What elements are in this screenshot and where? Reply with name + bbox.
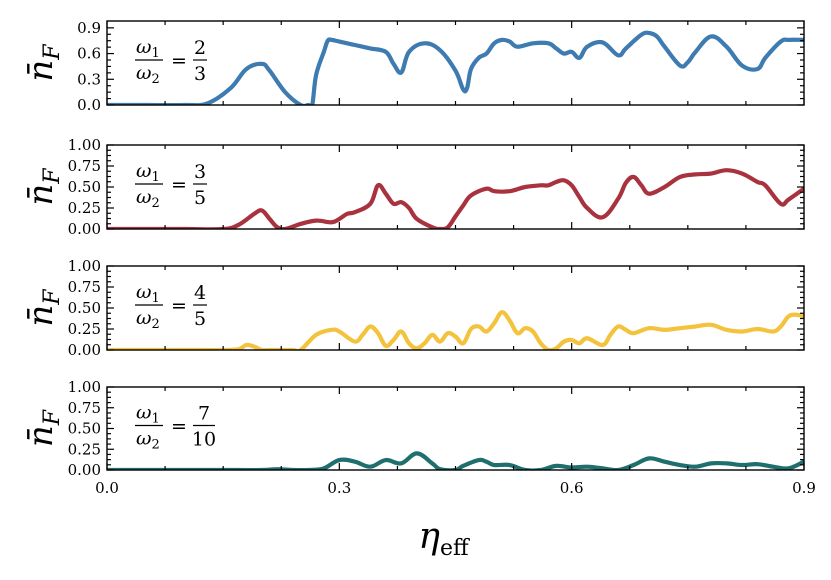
y-tick-label: 0.25 bbox=[68, 440, 101, 458]
y-tick-label: 0.50 bbox=[68, 178, 101, 196]
y-axis-label: n̄F bbox=[21, 44, 65, 82]
x-axis-label: ηeff bbox=[418, 516, 470, 561]
fraction-numerator: 3 bbox=[194, 161, 206, 183]
y-tick-label: 1.00 bbox=[68, 136, 101, 154]
y-axis-label: n̄F bbox=[21, 409, 65, 447]
ratio-equals: = bbox=[171, 295, 187, 317]
ratio-numerator: ω1 bbox=[136, 402, 160, 427]
x-tick-label: 0.6 bbox=[560, 479, 584, 497]
ratio-denominator: ω2 bbox=[136, 428, 160, 453]
y-tick-label: 0.0 bbox=[77, 96, 101, 114]
fraction-denominator: 5 bbox=[194, 187, 206, 209]
y-tick-label: 0.75 bbox=[68, 278, 101, 296]
fraction-denominator: 5 bbox=[194, 308, 206, 330]
y-tick-label: 0.00 bbox=[68, 220, 101, 238]
y-tick-label: 0.00 bbox=[68, 461, 101, 479]
y-tick-label: 1.00 bbox=[68, 257, 101, 275]
y-tick-label: 0.75 bbox=[68, 157, 101, 175]
series-line-1 bbox=[107, 30, 804, 105]
y-tick-label: 1.00 bbox=[68, 378, 101, 396]
ratio-denominator: ω2 bbox=[136, 186, 160, 211]
y-tick-label: 0.50 bbox=[68, 299, 101, 317]
fraction-denominator: 10 bbox=[192, 429, 216, 451]
y-tick-label: 0.3 bbox=[77, 70, 101, 88]
y-tick-label: 0.9 bbox=[77, 19, 101, 37]
fraction-numerator: 2 bbox=[194, 37, 206, 59]
y-tick-label: 0.75 bbox=[68, 399, 101, 417]
ratio-numerator: ω1 bbox=[136, 281, 160, 306]
series-line-3 bbox=[107, 310, 804, 350]
y-tick-label: 0.00 bbox=[68, 341, 101, 359]
ratio-numerator: ω1 bbox=[136, 160, 160, 185]
series-line-2 bbox=[107, 168, 804, 229]
ratio-equals: = bbox=[171, 416, 187, 438]
x-tick-label: 0.3 bbox=[327, 479, 351, 497]
y-tick-label: 0.6 bbox=[77, 45, 101, 63]
series-line-4 bbox=[107, 451, 804, 470]
fraction-numerator: 7 bbox=[198, 403, 210, 425]
x-tick-label: 0.9 bbox=[792, 479, 816, 497]
y-axis-label: n̄F bbox=[21, 289, 65, 327]
y-axis-label: n̄F bbox=[21, 168, 65, 206]
ratio-equals: = bbox=[171, 174, 187, 196]
ratio-denominator: ω2 bbox=[136, 307, 160, 332]
ratio-denominator: ω2 bbox=[136, 62, 160, 87]
x-tick-label: 0.0 bbox=[95, 479, 119, 497]
y-tick-label: 0.25 bbox=[68, 320, 101, 338]
y-tick-label: 0.25 bbox=[68, 199, 101, 217]
fraction-denominator: 3 bbox=[194, 63, 206, 85]
y-tick-label: 0.50 bbox=[68, 420, 101, 438]
ratio-equals: = bbox=[171, 50, 187, 72]
fraction-numerator: 4 bbox=[194, 282, 206, 304]
ratio-numerator: ω1 bbox=[136, 36, 160, 61]
panel-frame bbox=[106, 20, 805, 106]
